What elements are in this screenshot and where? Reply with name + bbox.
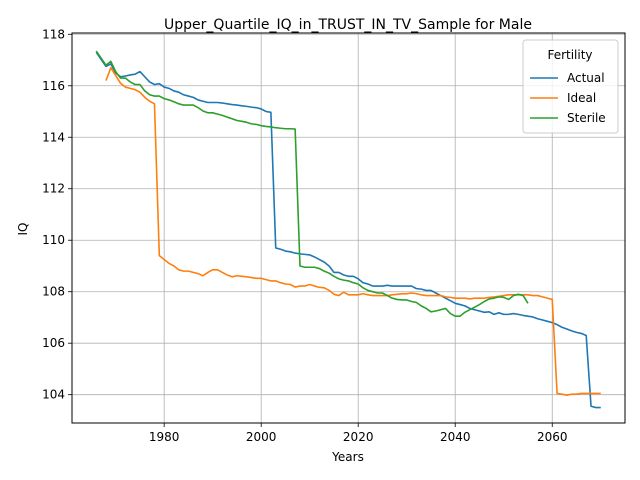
y-tick-label: 104 bbox=[42, 388, 65, 402]
legend-label-actual: Actual bbox=[567, 71, 605, 85]
legend: Fertility Actual Ideal Sterile bbox=[523, 40, 618, 133]
y-tick-label: 112 bbox=[42, 182, 65, 196]
y-tick-label: 106 bbox=[42, 336, 65, 350]
y-axis-label: IQ bbox=[16, 223, 30, 236]
x-axis-label: Years bbox=[331, 450, 364, 464]
y-tick-label: 114 bbox=[42, 130, 65, 144]
y-tick-label: 108 bbox=[42, 285, 65, 299]
y-tick-label: 116 bbox=[42, 79, 65, 93]
x-tick-label: 2060 bbox=[537, 430, 568, 444]
legend-label-sterile: Sterile bbox=[567, 111, 606, 125]
y-tick-label: 118 bbox=[42, 27, 65, 41]
x-tick-label: 2040 bbox=[440, 430, 471, 444]
legend-title: Fertility bbox=[547, 48, 592, 62]
x-tick-label: 1980 bbox=[149, 430, 180, 444]
legend-label-ideal: Ideal bbox=[567, 91, 596, 105]
x-tick-label: 2020 bbox=[343, 430, 374, 444]
x-tick-label: 2000 bbox=[246, 430, 277, 444]
y-tick-label: 110 bbox=[42, 233, 65, 247]
chart-title: Upper_Quartile_IQ_in_TRUST_IN_TV_Sample … bbox=[164, 17, 532, 33]
